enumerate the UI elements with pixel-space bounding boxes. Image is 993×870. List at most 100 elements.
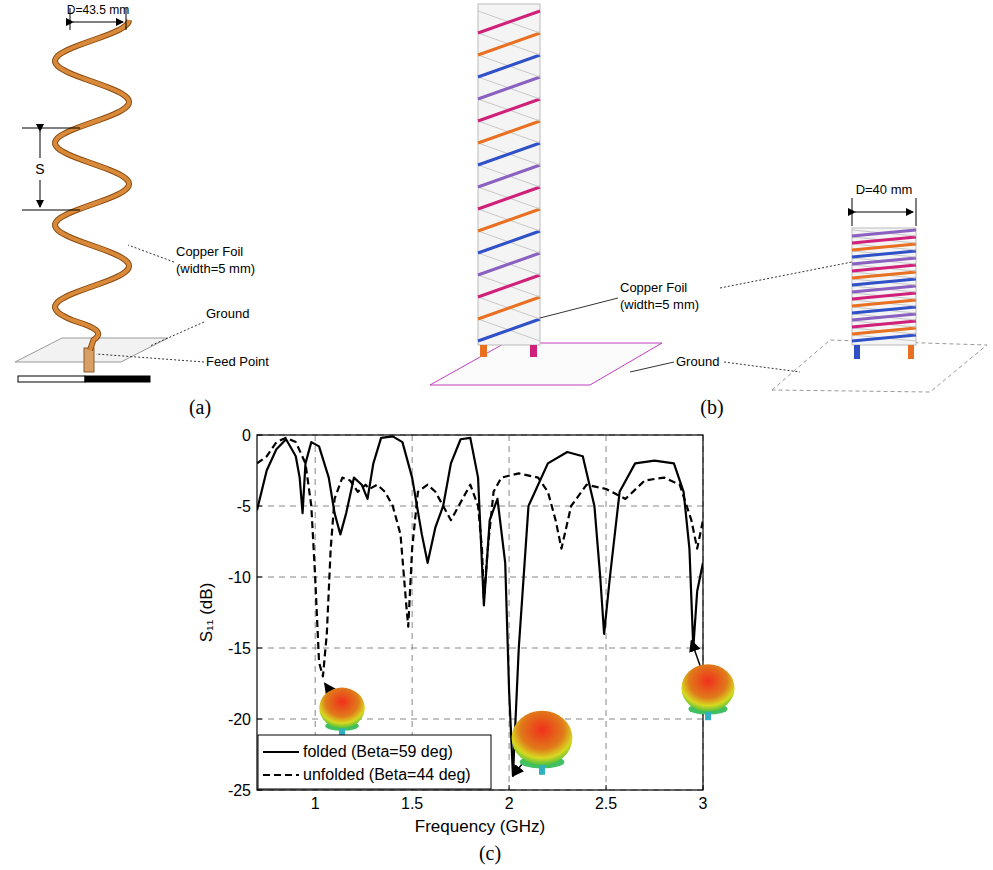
helix-strip (852, 328, 916, 334)
cylinder (478, 4, 540, 345)
radiation-pattern (512, 711, 573, 765)
helix-strip (852, 265, 916, 271)
leader (128, 245, 174, 262)
helix-back (852, 307, 916, 313)
tick-label: -15 (228, 640, 251, 657)
helix-back (852, 328, 916, 334)
helix-back (852, 286, 916, 292)
helix-back (478, 77, 540, 99)
y-axis-title: S₁₁ (dB) (197, 583, 216, 643)
legend-box (258, 735, 491, 789)
legend-label: unfolded (Beta=44 deg) (303, 766, 471, 783)
dim-tick (852, 198, 853, 226)
leader (540, 298, 618, 318)
feed-rod (84, 348, 94, 372)
leader (630, 362, 674, 372)
helix-strip (478, 33, 540, 55)
helix-strip (478, 187, 540, 209)
plot-area (257, 435, 703, 790)
helix-back (852, 251, 916, 257)
helix-strip (478, 143, 540, 165)
pitch-arrow (40, 180, 41, 207)
panel-c: 11.522.53-25-20-15-10-50folded (Beta=59 … (197, 427, 735, 865)
panel-label: (b) (700, 396, 723, 419)
tick (509, 785, 510, 790)
helix (55, 20, 129, 350)
legend-swatch (263, 774, 299, 776)
helix-back (478, 319, 540, 341)
helix-strip (852, 237, 916, 243)
tick-label: 0 (242, 427, 251, 444)
helix-strip (852, 272, 916, 278)
x-axis-title: Frequency (GHz) (415, 817, 545, 836)
helix-back (478, 11, 540, 33)
helix-strip (852, 335, 916, 341)
ground-plane (430, 343, 662, 385)
series-line (257, 438, 703, 677)
helix-back (478, 165, 540, 187)
helix-strip (852, 286, 916, 292)
pitch-tick (22, 128, 80, 129)
dim-arrow (855, 212, 913, 213)
helix-strip (478, 11, 540, 33)
panel-a: D=43.5 mmSCopper Foil(width=5 mm)GroundF… (15, 3, 269, 419)
helix-strip (852, 251, 916, 257)
tick-label: 2.5 (595, 795, 617, 812)
helix-back (852, 321, 916, 327)
helix-strip (852, 293, 916, 299)
helix-strip (478, 165, 540, 187)
helix-back (478, 231, 540, 253)
leg (480, 345, 487, 357)
dim-arrow (73, 22, 123, 23)
legend-swatch (263, 751, 299, 753)
helix-back (478, 55, 540, 77)
helix-back (478, 275, 540, 297)
helix-back (478, 297, 540, 319)
helix-back (852, 335, 916, 341)
helix-strip (852, 258, 916, 264)
tick-label: 2 (505, 795, 514, 812)
leader (150, 322, 204, 346)
helix-strip (852, 279, 916, 285)
helix-strip (478, 55, 540, 77)
helix-back (478, 253, 540, 275)
helix-back (852, 314, 916, 320)
helix-strip (852, 230, 916, 236)
dim-tick (916, 198, 917, 226)
tick-label: 1 (311, 795, 320, 812)
radiation-pattern (319, 688, 365, 729)
helix-strip (478, 209, 540, 231)
helix-strip (478, 275, 540, 297)
grid-line (257, 577, 703, 578)
grid-line (257, 648, 703, 649)
helix-back (478, 143, 540, 165)
helix-strip (478, 231, 540, 253)
helix-strip (478, 297, 540, 319)
helix-strip (478, 319, 540, 341)
helix-strip (852, 300, 916, 306)
series-group (257, 436, 703, 775)
tick-label: 1.5 (401, 795, 423, 812)
helix-edge (55, 20, 129, 350)
tick (257, 648, 262, 649)
tick (257, 577, 262, 578)
plot-frame (257, 435, 703, 790)
feed-label: Feed Point (206, 354, 269, 369)
helix-strip (478, 77, 540, 99)
foil-label: Copper Foil (176, 244, 243, 259)
leg (854, 345, 860, 359)
leader (720, 262, 852, 288)
pitch-arrow (40, 131, 41, 158)
dimension-label: D=43.5 mm (67, 3, 129, 17)
helix-strip (478, 99, 540, 121)
leg (908, 345, 914, 359)
pitch-tick (22, 210, 80, 211)
leg (530, 345, 537, 357)
helix-strip (478, 121, 540, 143)
helix-back (852, 230, 916, 236)
figure: D=43.5 mmSCopper Foil(width=5 mm)GroundF… (0, 0, 993, 870)
tick-label: -20 (228, 711, 251, 728)
legend-label: folded (Beta=59 deg) (303, 743, 453, 760)
ground-label: Ground (206, 306, 249, 321)
scale-bar (85, 376, 150, 382)
